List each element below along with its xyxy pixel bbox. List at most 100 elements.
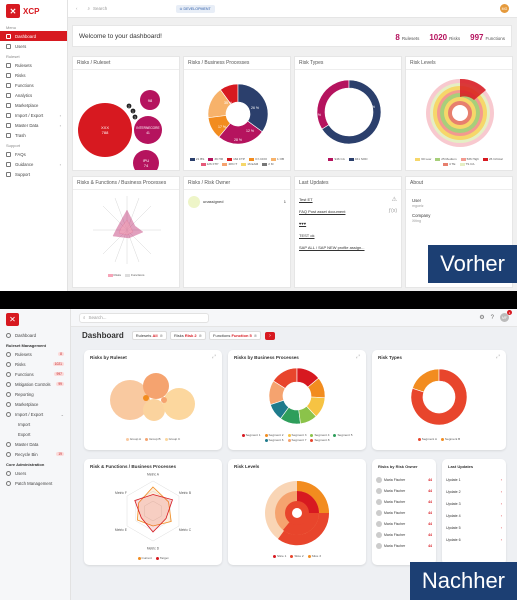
bubble-small[interactable] [132,114,138,120]
sidebar-item[interactable]: Recycle Bin 19 [0,449,70,459]
sidebar-item[interactable]: Functions 997 [0,369,70,379]
radar-series-functions[interactable] [118,219,134,236]
risk-type-slice[interactable] [321,79,382,145]
sidebar-item[interactable]: FAQs [0,149,67,159]
sidebar-item[interactable]: Risks [0,70,67,80]
bubble-xxx[interactable] [78,103,132,157]
bp-slice[interactable] [218,120,263,145]
update-item[interactable]: ♥♥♥ [295,217,401,229]
filter-pill[interactable]: Functions Function 5 ⊗ [209,331,262,340]
risk-owner-row[interactable]: Maria Fischer 44 [372,507,436,518]
bubble-98[interactable] [140,90,160,110]
filter-pill[interactable]: Risks Risk 2 ⊗ [169,331,207,340]
update-item[interactable]: TEST ok [295,229,401,241]
expand-icon[interactable]: ⤢ [355,354,360,360]
sidebar-item[interactable]: Import / Export › [0,110,67,120]
update-item[interactable]: Update 6 › [442,534,506,546]
sidebar-item[interactable]: Analytics [0,90,67,100]
risk-type-slice[interactable] [316,79,350,130]
update-link[interactable]: SAP ALL / SAP NEW profile assign... [299,244,365,250]
risk-owner-row[interactable]: Maria Fischer 44 [372,485,436,496]
bp-slice[interactable] [207,89,232,119]
sidebar-item[interactable]: Import / Export ⌄ [0,409,70,419]
bubble-small[interactable] [130,108,136,114]
risk-owner-row[interactable]: Maria Fischer 44 [372,518,436,529]
sidebar-item[interactable]: Support [0,169,67,179]
legend-item: 126 FTP [200,162,218,166]
close-icon[interactable]: ⊗ [198,333,203,338]
update-item[interactable]: SAP ALL / SAP NEW profile assign... [295,241,401,253]
update-link[interactable]: FAQ Post asset document [299,208,346,214]
search-box[interactable]: ⌕ Search [87,6,108,11]
bp-slice[interactable] [237,83,269,133]
bp-slice[interactable] [307,377,326,399]
bp-slice[interactable] [296,367,319,388]
sidebar-item[interactable]: Risks 1021 [0,359,70,369]
update-link[interactable]: Test ET [299,196,313,202]
bp-slice[interactable] [207,115,231,138]
expand-icon[interactable]: ⤢ [211,354,216,360]
sidebar-item[interactable]: Users [0,468,70,478]
sidebar-item[interactable]: Trash [0,130,67,140]
risk-type-slice[interactable] [410,368,468,426]
sidebar-item[interactable]: Import [0,419,70,429]
bubble[interactable] [143,399,165,421]
risk-owner-row[interactable]: Maria Fischer 44 [372,540,436,551]
sidebar-item[interactable]: Marketplace [0,399,70,409]
bp-slice[interactable] [269,399,290,420]
search-box[interactable]: ⌕ Search... [79,312,209,323]
risk-owner-row[interactable]: Maria Fischer 44 [372,474,436,485]
sidebar-item[interactable]: Rulesets 8 [0,349,70,359]
bubble[interactable] [161,397,167,403]
sidebar-item[interactable]: Master Data [0,439,70,449]
ring-highlight[interactable] [460,78,486,100]
sidebar-item[interactable]: Master Data › [0,120,67,130]
risk-owner-row[interactable]: Maria Fischer 44 [372,496,436,507]
collapse-sidebar-icon[interactable]: ‹ [76,6,78,11]
risk-type-slice[interactable] [411,368,440,393]
help-icon[interactable]: ? [490,314,494,321]
user-avatar[interactable]: MF [500,313,509,322]
radar-series-target[interactable] [134,494,174,533]
sidebar-item[interactable]: Guidance › [0,159,67,169]
sidebar-item[interactable]: Dashboard [0,330,70,340]
sidebar-item[interactable]: Users [0,41,67,51]
sidebar-item[interactable]: Patch Management [0,478,70,488]
bp-slice[interactable] [298,405,317,425]
update-item[interactable]: Update 4 › [442,510,506,522]
update-item[interactable]: Update 3 › [442,498,506,510]
sidebar-item[interactable]: Mitigation Controls 99 [0,379,70,389]
sidebar-item[interactable]: Dashboard [0,31,67,41]
update-item[interactable]: Test ET ⚠ [295,193,401,205]
close-icon[interactable]: ⊗ [159,333,163,338]
expand-icon[interactable]: ⤢ [495,354,500,360]
update-link[interactable]: ♥♥♥ [299,220,307,226]
close-icon[interactable]: ⊗ [253,333,258,338]
add-filter-button[interactable]: › [265,331,275,340]
sidebar-item[interactable]: Reporting [0,389,70,399]
bubble[interactable] [110,380,150,420]
bubble[interactable] [163,388,195,420]
filter-pill[interactable]: Rulesets All ⊗ [131,331,167,340]
sidebar-item[interactable]: Rulesets [0,60,67,70]
bubble-small[interactable] [126,103,132,109]
bp-slice[interactable] [306,396,326,417]
bubble[interactable] [143,373,169,399]
user-avatar[interactable]: MG [500,4,509,13]
bubble-internecore[interactable] [134,116,162,144]
update-item[interactable]: Update 2 › [442,486,506,498]
update-item[interactable]: FAQ Post asset document ƒ(x) [295,205,401,217]
settings-icon[interactable]: ⚙ [479,315,485,321]
risk-owner-row[interactable]: Maria Fischer 44 [372,529,436,540]
sidebar-item[interactable]: Functions [0,80,67,90]
bp-slice[interactable] [268,380,286,406]
update-item[interactable]: Update 5 › [442,522,506,534]
bubble[interactable] [143,395,149,401]
sidebar-item[interactable]: Export [0,429,70,439]
sidebar-item[interactable]: Marketplace [0,100,67,110]
risk-owner-row[interactable]: unassigned 1 [184,195,290,208]
bubble-ipu[interactable] [133,150,159,176]
bp-slice[interactable] [280,406,301,425]
update-link[interactable]: TEST ok [299,232,315,238]
update-item[interactable]: Update 1 › [442,474,506,486]
